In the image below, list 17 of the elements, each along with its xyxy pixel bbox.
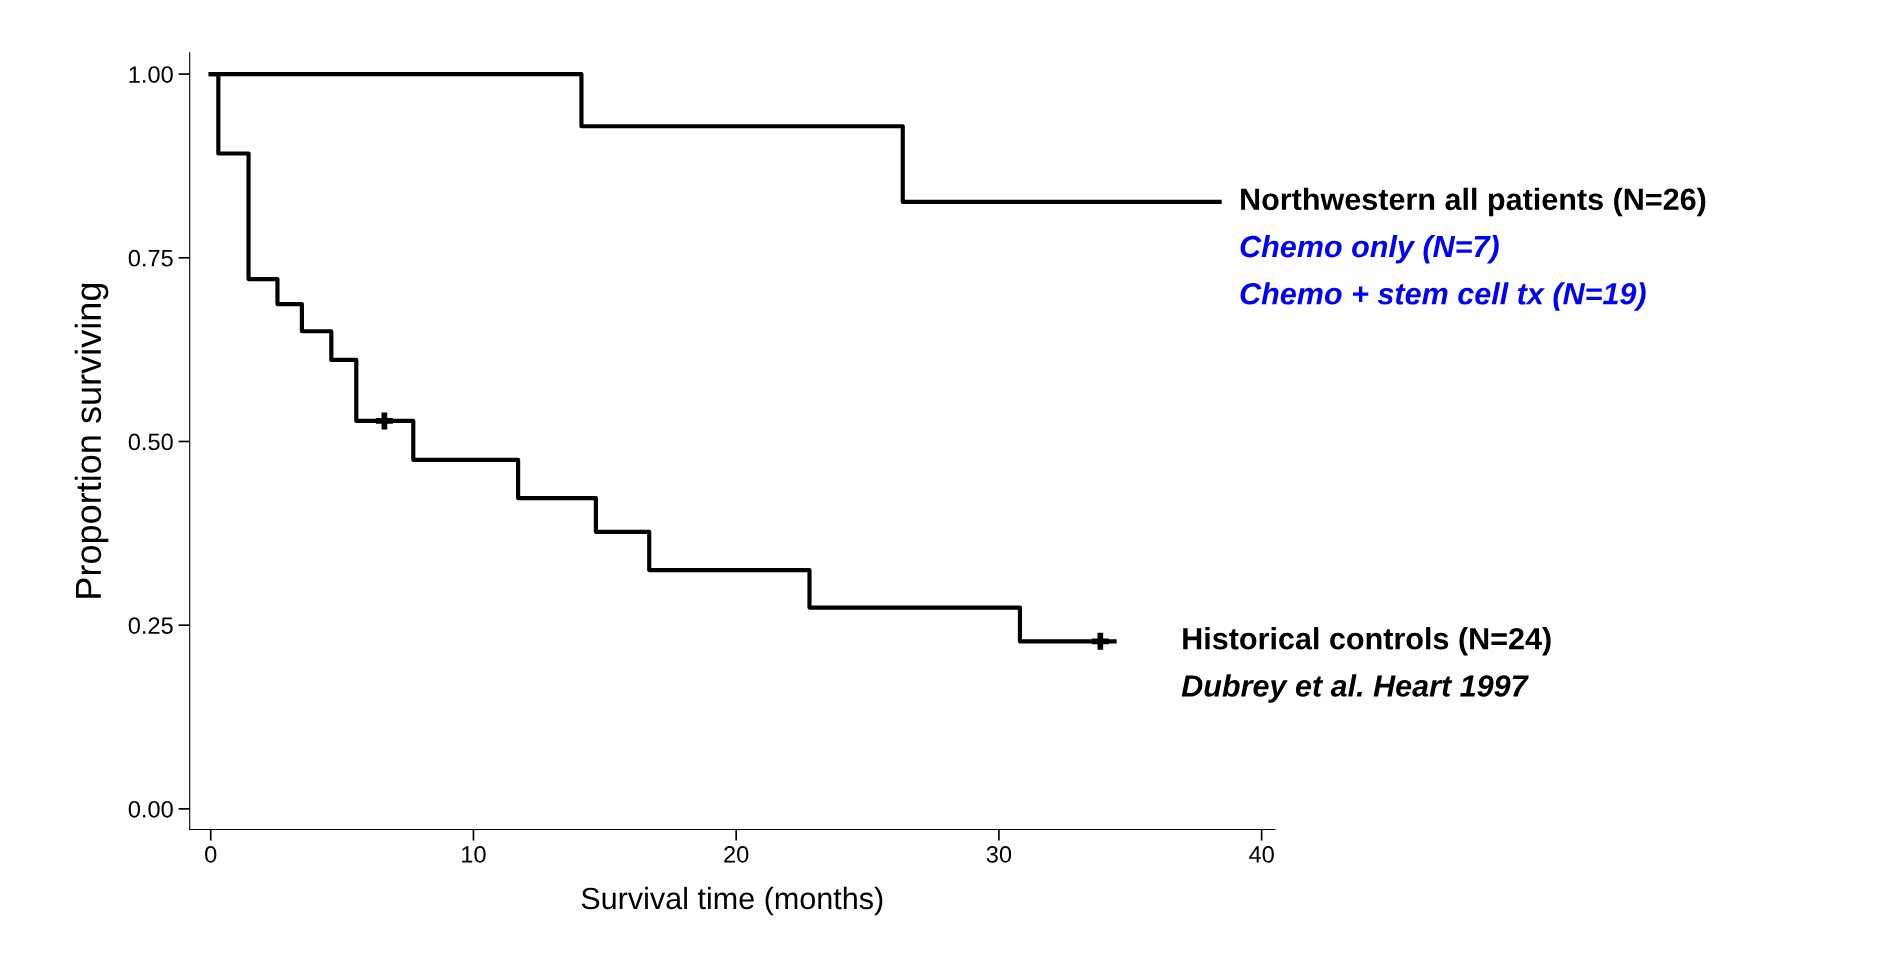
x-tick-label: 40 (1249, 846, 1274, 863)
text: Historical controls (N=24) (1183, 627, 1551, 656)
annotation: Chemo + stem cell tx (N=19) (1240, 282, 1646, 311)
y-axis-title: Proportion surviving (74, 283, 109, 598)
y-tick-label: 0.50 (128, 433, 173, 451)
y-tick-label: 1.00 (129, 66, 173, 83)
x-tick-label: 10 (462, 846, 486, 863)
series-label: Northwestern all patients (N=26) (1241, 187, 1706, 217)
x-tick-label: 20 (724, 846, 749, 863)
annotation: Chemo only (N=7) (1240, 234, 1499, 264)
annotation: Dubrey et al. Heart 1997 (1181, 674, 1529, 703)
y-tick-label: 0.25 (128, 617, 173, 634)
y-tick-label: 0.00 (128, 800, 173, 818)
y-tick-label: 0.75 (128, 249, 173, 267)
x-axis-title: Survival time (months) (581, 886, 883, 916)
x-tick-label: 30 (986, 846, 1012, 863)
x-tick-label: 0 (205, 846, 217, 863)
